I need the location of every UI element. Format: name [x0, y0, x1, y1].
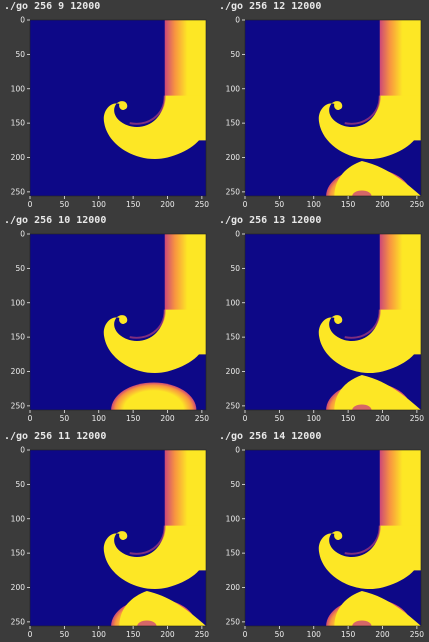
y-tick-label: 200	[226, 153, 241, 162]
x-tick-label: 200	[160, 200, 175, 209]
y-tick-label: 50	[15, 50, 25, 59]
x-tick-label: 0	[243, 414, 248, 423]
x-tick-label: 150	[126, 414, 141, 423]
x-tick-label: 250	[195, 630, 210, 639]
y-tick-label: 0	[20, 446, 25, 455]
y-tick-label: 0	[235, 16, 240, 25]
x-tick-label: 50	[275, 414, 285, 423]
x-tick-label: 150	[341, 200, 356, 209]
y-tick-label: 100	[11, 514, 26, 523]
x-tick-label: 0	[28, 630, 33, 639]
y-tick-label: 250	[11, 617, 26, 626]
y-tick-label: 0	[235, 446, 240, 455]
y-tick-label: 250	[226, 187, 241, 196]
y-tick-label: 200	[11, 583, 26, 592]
x-tick-label: 100	[92, 414, 107, 423]
y-tick-label: 150	[226, 549, 241, 558]
x-tick-label: 250	[410, 630, 425, 639]
x-tick-label: 200	[160, 630, 175, 639]
x-tick-label: 200	[375, 630, 390, 639]
x-tick-label: 200	[160, 414, 175, 423]
x-tick-label: 50	[275, 200, 285, 209]
y-tick-label: 150	[11, 549, 26, 558]
x-tick-label: 50	[60, 200, 70, 209]
y-tick-label: 100	[11, 84, 26, 93]
y-tick-label: 250	[226, 401, 241, 410]
x-tick-label: 0	[243, 630, 248, 639]
x-tick-label: 50	[60, 414, 70, 423]
x-tick-label: 150	[341, 630, 356, 639]
y-tick-label: 150	[11, 119, 26, 128]
y-tick-label: 50	[15, 480, 25, 489]
x-tick-label: 250	[195, 200, 210, 209]
x-tick-label: 0	[28, 414, 33, 423]
x-tick-label: 250	[410, 414, 425, 423]
x-tick-label: 150	[341, 414, 356, 423]
x-tick-label: 50	[60, 630, 70, 639]
x-tick-label: 100	[307, 630, 322, 639]
y-tick-label: 200	[226, 583, 241, 592]
y-tick-label: 50	[230, 50, 240, 59]
x-tick-label: 100	[307, 200, 322, 209]
y-tick-label: 250	[226, 617, 241, 626]
x-tick-label: 0	[28, 200, 33, 209]
x-tick-label: 200	[375, 200, 390, 209]
y-tick-label: 150	[11, 333, 26, 342]
x-tick-label: 100	[92, 200, 107, 209]
y-tick-label: 50	[15, 264, 25, 273]
y-tick-label: 100	[226, 514, 241, 523]
x-tick-label: 200	[375, 414, 390, 423]
x-tick-label: 50	[275, 630, 285, 639]
y-tick-label: 250	[11, 187, 26, 196]
x-tick-label: 150	[126, 200, 141, 209]
y-tick-label: 150	[226, 119, 241, 128]
y-tick-label: 0	[20, 16, 25, 25]
x-tick-label: 250	[410, 200, 425, 209]
y-tick-label: 250	[11, 401, 26, 410]
y-tick-label: 50	[230, 480, 240, 489]
y-tick-label: 0	[20, 230, 25, 239]
y-tick-label: 100	[226, 84, 241, 93]
x-tick-label: 100	[92, 630, 107, 639]
x-tick-label: 0	[243, 200, 248, 209]
y-tick-label: 100	[11, 298, 26, 307]
y-tick-label: 0	[235, 230, 240, 239]
y-tick-label: 200	[226, 367, 241, 376]
x-tick-label: 150	[126, 630, 141, 639]
x-tick-label: 250	[195, 414, 210, 423]
y-tick-label: 200	[11, 367, 26, 376]
y-tick-label: 50	[230, 264, 240, 273]
y-tick-label: 200	[11, 153, 26, 162]
y-tick-label: 150	[226, 333, 241, 342]
y-tick-label: 100	[226, 298, 241, 307]
x-tick-label: 100	[307, 414, 322, 423]
